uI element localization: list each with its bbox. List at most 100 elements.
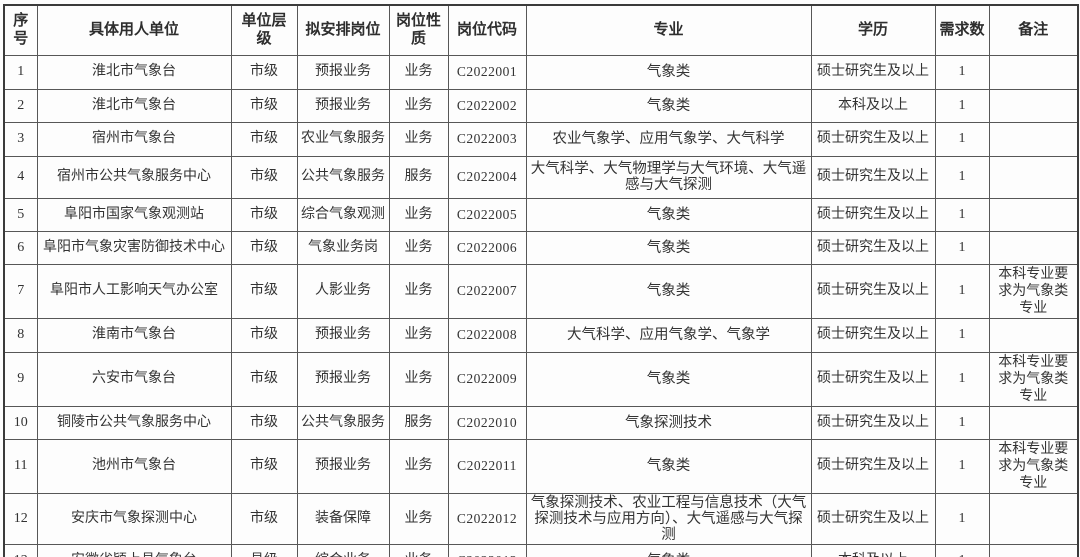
- cell-major: 气象类: [525, 54, 812, 90]
- cell-post-type: 业务: [388, 121, 449, 157]
- cell-remarks: [988, 405, 1079, 440]
- cell-education: 硕士研究生及以上: [810, 317, 936, 353]
- cell-post-type: 业务: [388, 88, 449, 123]
- cell-employer: 淮南市气象台: [36, 317, 232, 353]
- cell-post-type: 服务: [388, 405, 449, 440]
- cell-index: 5: [3, 197, 38, 232]
- cell-education: 硕士研究生及以上: [810, 121, 936, 157]
- cell-post-type: 业务: [388, 230, 449, 265]
- cell-demand: 1: [934, 543, 990, 557]
- cell-planned-post: 预报业务: [296, 317, 390, 353]
- cell-post-type: 业务: [388, 197, 449, 232]
- col-header-post-code: 岗位代码: [447, 4, 527, 56]
- cell-education: 硕士研究生及以上: [810, 155, 936, 199]
- col-header-demand: 需求数: [934, 4, 990, 56]
- cell-demand: 1: [934, 405, 990, 440]
- col-header-planned-post: 拟安排岗位: [296, 4, 390, 56]
- cell-major: 气象探测技术: [525, 405, 812, 440]
- cell-major: 气象类: [525, 88, 812, 123]
- cell-remarks: [988, 543, 1079, 557]
- cell-index: 7: [3, 263, 38, 319]
- cell-major: 气象类: [525, 543, 812, 557]
- cell-demand: 1: [934, 121, 990, 157]
- cell-planned-post: 综合业务: [296, 543, 390, 557]
- cell-post-code: C2022001: [447, 54, 527, 90]
- table-row: 13 安徽省颍上县气象台 县级 综合业务 业务 C2022013 气象类 本科及…: [3, 543, 1079, 557]
- cell-remarks: [988, 492, 1079, 545]
- recruitment-position-table: 序号 具体用人单位 单位层级 拟安排岗位 岗位性质 岗位代码 专业 学历 需求数…: [3, 4, 1079, 557]
- cell-education: 本科及以上: [810, 543, 936, 557]
- cell-planned-post: 预报业务: [296, 88, 390, 123]
- cell-demand: 1: [934, 317, 990, 353]
- cell-post-code: C2022002: [447, 88, 527, 123]
- cell-post-type: 业务: [388, 54, 449, 90]
- col-header-remarks: 备注: [988, 4, 1079, 56]
- cell-demand: 1: [934, 263, 990, 319]
- cell-major: 气象类: [525, 351, 812, 407]
- cell-remarks: [988, 54, 1079, 90]
- cell-planned-post: 公共气象服务: [296, 155, 390, 199]
- table-row: 5 阜阳市国家气象观测站 市级 综合气象观测 业务 C2022005 气象类 硕…: [3, 197, 1079, 232]
- cell-planned-post: 预报业务: [296, 351, 390, 407]
- cell-education: 硕士研究生及以上: [810, 54, 936, 90]
- cell-demand: 1: [934, 438, 990, 494]
- cell-post-type: 业务: [388, 317, 449, 353]
- cell-planned-post: 预报业务: [296, 438, 390, 494]
- cell-education: 硕士研究生及以上: [810, 405, 936, 440]
- cell-major: 气象类: [525, 230, 812, 265]
- cell-major: 气象探测技术、农业工程与信息技术（大气探测技术与应用方向）、大气遥感与大气探测: [525, 492, 812, 545]
- cell-unit-level: 市级: [230, 121, 298, 157]
- cell-education: 硕士研究生及以上: [810, 197, 936, 232]
- cell-planned-post: 综合气象观测: [296, 197, 390, 232]
- cell-unit-level: 市级: [230, 351, 298, 407]
- cell-education: 硕士研究生及以上: [810, 230, 936, 265]
- cell-planned-post: 装备保障: [296, 492, 390, 545]
- cell-unit-level: 县级: [230, 543, 298, 557]
- cell-post-code: C2022008: [447, 317, 527, 353]
- header-row: 序号 具体用人单位 单位层级 拟安排岗位 岗位性质 岗位代码 专业 学历 需求数…: [3, 4, 1079, 56]
- table-row: 2 淮北市气象台 市级 预报业务 业务 C2022002 气象类 本科及以上 1: [3, 88, 1079, 123]
- cell-employer: 铜陵市公共气象服务中心: [36, 405, 232, 440]
- cell-major: 大气科学、大气物理学与大气环境、大气遥感与大气探测: [525, 155, 812, 199]
- cell-remarks: [988, 121, 1079, 157]
- cell-unit-level: 市级: [230, 438, 298, 494]
- cell-post-code: C2022007: [447, 263, 527, 319]
- table-row: 6 阜阳市气象灾害防御技术中心 市级 气象业务岗 业务 C2022006 气象类…: [3, 230, 1079, 265]
- cell-unit-level: 市级: [230, 88, 298, 123]
- cell-remarks: [988, 155, 1079, 199]
- cell-planned-post: 农业气象服务: [296, 121, 390, 157]
- cell-post-code: C2022009: [447, 351, 527, 407]
- cell-post-type: 服务: [388, 155, 449, 199]
- cell-demand: 1: [934, 492, 990, 545]
- table-row: 4 宿州市公共气象服务中心 市级 公共气象服务 服务 C2022004 大气科学…: [3, 155, 1079, 199]
- cell-post-code: C2022004: [447, 155, 527, 199]
- cell-major: 农业气象学、应用气象学、大气科学: [525, 121, 812, 157]
- cell-index: 11: [3, 438, 38, 494]
- cell-planned-post: 公共气象服务: [296, 405, 390, 440]
- table-row: 8 淮南市气象台 市级 预报业务 业务 C2022008 大气科学、应用气象学、…: [3, 317, 1079, 353]
- cell-index: 9: [3, 351, 38, 407]
- cell-planned-post: 人影业务: [296, 263, 390, 319]
- cell-remarks: [988, 230, 1079, 265]
- cell-unit-level: 市级: [230, 405, 298, 440]
- table-row: 12 安庆市气象探测中心 市级 装备保障 业务 C2022012 气象探测技术、…: [3, 492, 1079, 545]
- cell-remarks: [988, 197, 1079, 232]
- cell-post-code: C2022013: [447, 543, 527, 557]
- cell-employer: 六安市气象台: [36, 351, 232, 407]
- cell-demand: 1: [934, 230, 990, 265]
- cell-remarks: [988, 317, 1079, 353]
- cell-index: 13: [3, 543, 38, 557]
- cell-demand: 1: [934, 88, 990, 123]
- table-row: 3 宿州市气象台 市级 农业气象服务 业务 C2022003 农业气象学、应用气…: [3, 121, 1079, 157]
- cell-post-type: 业务: [388, 438, 449, 494]
- cell-demand: 1: [934, 155, 990, 199]
- cell-post-code: C2022005: [447, 197, 527, 232]
- table-row: 1 淮北市气象台 市级 预报业务 业务 C2022001 气象类 硕士研究生及以…: [3, 54, 1079, 90]
- cell-employer: 安庆市气象探测中心: [36, 492, 232, 545]
- cell-index: 1: [3, 54, 38, 90]
- table-row: 7 阜阳市人工影响天气办公室 市级 人影业务 业务 C2022007 气象类 硕…: [3, 263, 1079, 319]
- cell-demand: 1: [934, 197, 990, 232]
- cell-unit-level: 市级: [230, 492, 298, 545]
- cell-education: 硕士研究生及以上: [810, 492, 936, 545]
- cell-unit-level: 市级: [230, 263, 298, 319]
